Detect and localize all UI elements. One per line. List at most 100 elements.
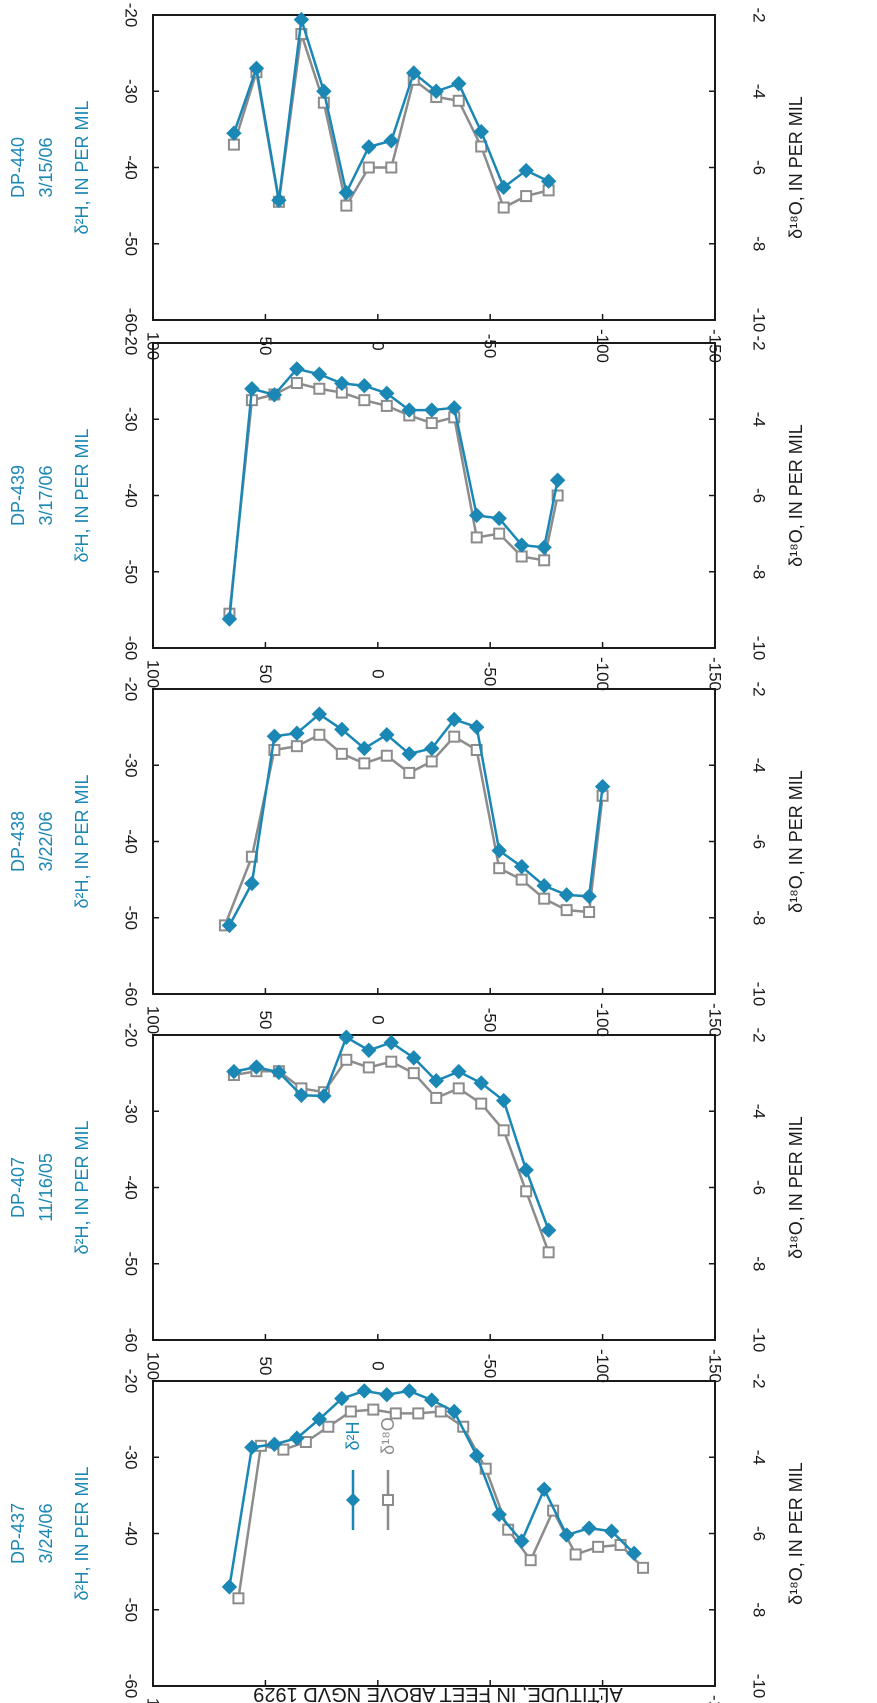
d2h-tick-label: -60 (122, 308, 141, 333)
d18o-tick-label: -10 (750, 1328, 769, 1353)
d18o-axis-title: δ¹⁸O, IN PER MIL (786, 96, 806, 239)
d2h-tick-label: -50 (122, 231, 141, 256)
d18o-point (313, 382, 326, 395)
d18o-point (470, 531, 483, 544)
d2h-point (581, 888, 597, 905)
d18o-series-line (228, 381, 559, 614)
d18o-tick-label: -10 (750, 982, 769, 1007)
d18o-point (452, 1082, 465, 1095)
d2h-point (451, 75, 467, 92)
well-name: DP-438 (8, 811, 28, 872)
d18o-tick-label: -10 (750, 636, 769, 661)
d18o-point (448, 730, 461, 743)
d18o-point (524, 1554, 537, 1567)
altitude-tick-label: 0 (368, 1361, 387, 1370)
d2h-tick-label: -40 (122, 1175, 141, 1200)
d2h-point (473, 1075, 489, 1091)
d2h-point (266, 1436, 283, 1452)
altitude-tick-label: -50 (481, 1008, 500, 1033)
d18o-point (493, 862, 506, 875)
d2h-point (451, 1063, 467, 1080)
altitude-tick-label: 50 (256, 337, 275, 356)
d2h-point (513, 1533, 530, 1549)
d2h-point (469, 719, 485, 735)
d2h-point (244, 875, 260, 892)
d18o-point (515, 873, 528, 886)
d18o-point (380, 749, 393, 762)
d2h-point (540, 1222, 557, 1238)
d18o-point (322, 1420, 335, 1433)
d18o-point (380, 399, 393, 412)
d2h-tick-label: -30 (122, 1445, 141, 1470)
altitude-tick-label: -100 (593, 1349, 612, 1383)
d18o-tick-label: -2 (750, 7, 769, 22)
d2h-axis-title: δ²H, IN PER MIL (72, 100, 92, 234)
d2h-point (626, 1545, 642, 1562)
altitude-tick-label: 0 (368, 341, 387, 350)
d18o-point (538, 892, 551, 905)
d2h-point (536, 1481, 552, 1497)
plot-frame (152, 342, 716, 649)
d18o-point (299, 1436, 312, 1448)
sample-date: 11/16/05 (36, 1153, 56, 1222)
d2h-point (356, 377, 373, 394)
d2h-point (401, 402, 417, 418)
d18o-point (367, 1403, 380, 1416)
d2h-point (401, 1383, 417, 1399)
sample-date: 3/15/06 (36, 137, 56, 197)
well-name: DP-407 (8, 1157, 28, 1218)
d2h-point (266, 387, 283, 403)
d18o-point (232, 1592, 245, 1605)
d18o-axis-title: δ¹⁸O, IN PER MIL (786, 770, 806, 913)
d2h-point (271, 1064, 287, 1081)
d18o-tick-label: -6 (750, 1180, 769, 1195)
d2h-point (379, 1387, 395, 1403)
legend-d18o-label: δ¹⁸O (378, 1417, 398, 1455)
altitude-tick-label: 100 (144, 1698, 163, 1703)
d18o-tick-label: -6 (750, 160, 769, 175)
d2h-point (316, 1088, 332, 1104)
d2h-point (495, 179, 512, 196)
altitude-tick-label: -150 (706, 657, 725, 691)
d18o-axis-title: δ¹⁸O, IN PER MIL (786, 424, 806, 567)
d18o-tick-label: -2 (750, 1373, 769, 1388)
d2h-point (226, 125, 242, 141)
d2h-point (311, 366, 328, 382)
altitude-tick-label: 100 (144, 660, 163, 688)
d2h-tick-label: -60 (122, 1674, 141, 1699)
d18o-point (430, 1091, 443, 1104)
d18o-point (583, 906, 596, 919)
d2h-axis-title: δ²H, IN PER MIL (72, 774, 92, 908)
d18o-point (520, 1185, 533, 1198)
d18o-point (520, 190, 533, 203)
d2h-point (540, 173, 557, 189)
d2h-point (361, 139, 377, 155)
d2h-tick-label: -40 (122, 1521, 141, 1546)
d2h-point (603, 1523, 620, 1539)
d18o-point (313, 728, 326, 741)
d2h-point (401, 746, 417, 762)
sample-date: 3/22/06 (36, 811, 56, 871)
d18o-tick-label: -4 (750, 412, 769, 427)
d18o-tick-label: -8 (750, 564, 769, 579)
d2h-point (334, 1390, 350, 1407)
d2h-point (558, 887, 575, 903)
d18o-point (403, 766, 416, 779)
d2h-point (379, 727, 395, 743)
altitude-tick-label: -100 (593, 329, 612, 363)
d18o-tick-label: -6 (750, 488, 769, 503)
d2h-tick-label: -60 (122, 982, 141, 1007)
altitude-tick-label: 100 (144, 1352, 163, 1380)
d2h-point (469, 1448, 485, 1464)
d18o-series-line (233, 1058, 550, 1253)
d18o-point (493, 527, 506, 540)
d18o-axis-title: δ¹⁸O, IN PER MIL (786, 1116, 806, 1259)
d2h-point (221, 611, 238, 627)
d18o-point (389, 1407, 402, 1420)
altitude-tick-label: 50 (256, 1011, 275, 1030)
d2h-point (289, 361, 305, 377)
d2h-point (446, 1403, 462, 1420)
altitude-tick-label: -150 (706, 1003, 725, 1037)
d18o-point (434, 1405, 447, 1418)
